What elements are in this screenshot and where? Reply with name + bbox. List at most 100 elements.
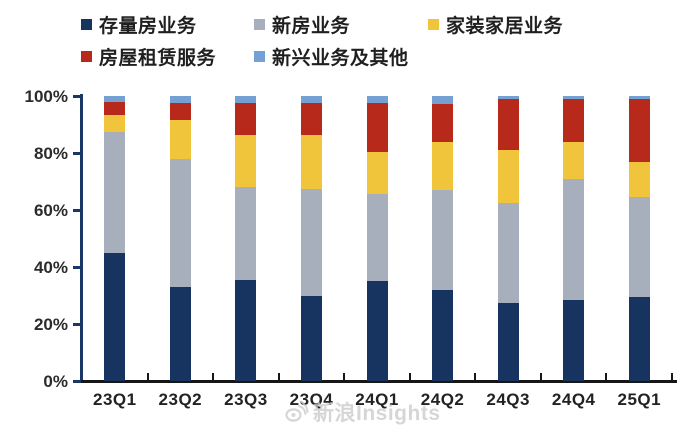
x-label-24Q4: 24Q4 xyxy=(551,390,596,409)
segment-23Q4 xyxy=(300,295,322,381)
segment-24Q1 xyxy=(366,151,388,195)
legend-swatch-new-home xyxy=(254,18,265,30)
segment-23Q4 xyxy=(300,134,322,189)
segment-24Q1 xyxy=(366,281,388,381)
segment-23Q3 xyxy=(235,134,257,188)
legend-label: 房屋租赁服务 xyxy=(99,47,217,69)
stacked-bar-24Q4 xyxy=(563,95,585,381)
segment-24Q3 xyxy=(497,202,519,303)
y-tick-40 xyxy=(73,265,81,269)
x-tick-9 xyxy=(671,373,673,380)
segment-23Q2 xyxy=(169,103,191,121)
segment-25Q1 xyxy=(628,95,650,99)
x-label-24Q2: 24Q2 xyxy=(420,390,465,409)
x-tick-4 xyxy=(343,373,346,380)
x-label-23Q1: 23Q1 xyxy=(92,390,137,409)
x-axis-labels: 23Q1 23Q2 23Q3 23Q4 24Q1 24Q2 24Q3 24Q4 25Q1 xyxy=(82,390,672,410)
legend-item-home-rental: 房屋租赁服务 xyxy=(81,45,217,69)
x-label-23Q2: 23Q2 xyxy=(158,390,203,409)
x-axis-line xyxy=(78,380,677,383)
legend-item-emerging-other: 新兴业务及其他 xyxy=(254,45,409,69)
stacked-bar-23Q1 xyxy=(104,96,126,381)
x-tick-5 xyxy=(408,373,411,380)
legend-swatch-home-rental xyxy=(81,50,92,62)
bar-slot-24Q1 xyxy=(344,95,410,381)
plot-area xyxy=(82,95,673,381)
segment-23Q1 xyxy=(104,101,126,115)
segment-24Q4 xyxy=(563,141,585,179)
y-label-0: 0% xyxy=(43,372,68,391)
stacked-bar-24Q1 xyxy=(366,95,388,381)
y-tick-0 xyxy=(73,379,81,383)
segment-23Q1 xyxy=(104,96,126,102)
segment-24Q1 xyxy=(366,194,388,282)
y-label-40: 40% xyxy=(33,258,68,277)
segment-23Q4 xyxy=(300,96,322,104)
y-label-20: 20% xyxy=(33,315,68,334)
segment-23Q3 xyxy=(235,103,257,135)
segment-24Q3 xyxy=(497,302,519,381)
stacked-bar-24Q3 xyxy=(497,95,519,381)
bar-slot-23Q4 xyxy=(279,96,345,381)
stacked-bar-23Q4 xyxy=(300,96,322,381)
segment-23Q1 xyxy=(104,131,126,253)
y-axis-line xyxy=(80,94,83,383)
bar-slot-23Q2 xyxy=(148,95,214,381)
stacked-bar-24Q2 xyxy=(432,95,454,381)
bars-container xyxy=(82,95,673,381)
segment-24Q2 xyxy=(432,95,454,105)
x-label-25Q1: 25Q1 xyxy=(617,390,662,409)
x-tick-1 xyxy=(146,373,149,380)
segment-24Q4 xyxy=(563,95,585,99)
x-label-23Q3: 23Q3 xyxy=(224,390,268,409)
legend-item-new-home: 新房业务 xyxy=(254,13,351,37)
segment-23Q3 xyxy=(235,96,257,104)
y-label-80: 80% xyxy=(33,144,68,163)
segment-25Q1 xyxy=(628,296,650,381)
bar-slot-23Q3 xyxy=(213,96,279,381)
segment-23Q2 xyxy=(169,286,191,381)
segment-24Q1 xyxy=(366,103,388,152)
segment-23Q1 xyxy=(104,114,126,132)
segment-23Q3 xyxy=(235,279,257,381)
segment-24Q4 xyxy=(563,299,585,381)
segment-24Q3 xyxy=(497,98,519,151)
legend-swatch-home-renovation xyxy=(428,18,439,30)
x-label-24Q1: 24Q1 xyxy=(355,390,399,409)
segment-25Q1 xyxy=(628,197,650,297)
stacked-bar-23Q3 xyxy=(235,96,257,381)
segment-24Q2 xyxy=(432,104,454,142)
bar-slot-25Q1 xyxy=(607,95,673,381)
segment-23Q2 xyxy=(169,158,191,287)
y-label-60: 60% xyxy=(33,201,68,220)
x-label-24Q3: 24Q3 xyxy=(486,390,530,409)
legend-item-existing-home: 存量房业务 xyxy=(81,13,197,37)
x-label-23Q4: 23Q4 xyxy=(289,390,334,409)
legend-label: 新兴业务及其他 xyxy=(272,47,409,69)
legend-swatch-existing-home xyxy=(81,18,92,30)
y-tick-100 xyxy=(73,94,81,98)
segment-24Q3 xyxy=(497,150,519,203)
segment-24Q4 xyxy=(563,98,585,142)
segment-25Q1 xyxy=(628,98,650,162)
bar-slot-24Q2 xyxy=(410,95,476,381)
segment-24Q4 xyxy=(563,178,585,300)
segment-23Q3 xyxy=(235,187,257,280)
y-tick-80 xyxy=(73,151,81,155)
x-tick-3 xyxy=(277,373,280,380)
y-tick-20 xyxy=(73,322,81,326)
segment-24Q1 xyxy=(366,95,388,104)
legend-label: 新房业务 xyxy=(272,15,351,37)
bar-slot-23Q1 xyxy=(82,96,148,381)
y-tick-60 xyxy=(73,208,81,212)
x-tick-8 xyxy=(605,373,608,380)
segment-24Q2 xyxy=(432,190,454,290)
bar-slot-24Q4 xyxy=(541,95,607,381)
x-tick-2 xyxy=(212,373,215,380)
stacked-bar-23Q2 xyxy=(169,95,191,381)
legend-label: 存量房业务 xyxy=(99,15,197,37)
segment-23Q1 xyxy=(104,252,126,381)
x-tick-7 xyxy=(539,373,542,380)
segment-23Q4 xyxy=(300,188,322,296)
